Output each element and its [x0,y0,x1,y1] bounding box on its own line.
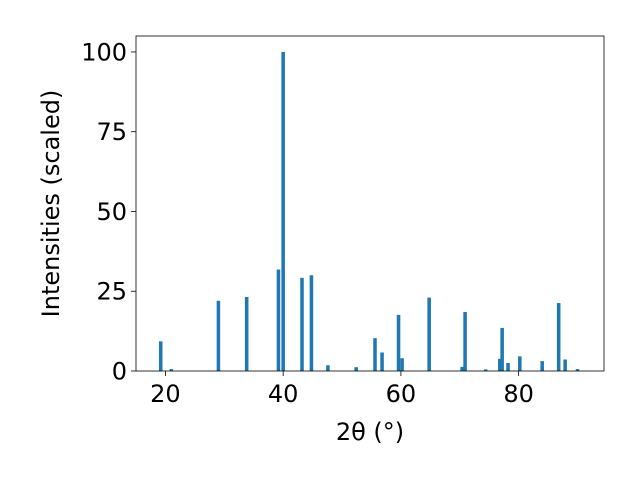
bar-7 [309,275,314,371]
bar-2 [216,300,221,371]
bar-17 [483,369,488,371]
bar-23 [556,303,561,371]
bar-8 [326,365,330,371]
bar-22 [540,361,544,371]
bar-18 [498,358,502,371]
bar-25 [575,369,580,371]
bar-16 [463,311,467,371]
bar-24 [563,359,567,371]
bar-21 [518,356,522,371]
x-tick-label-3: 80 [503,380,534,408]
x-tick-label-0: 20 [150,380,181,408]
x-tick-label-2: 60 [386,380,417,408]
y-tick-label-1: 25 [96,278,127,306]
bar-15 [460,366,464,371]
y-tick-label-2: 50 [96,198,127,226]
x-tick-label-1: 40 [268,380,299,408]
x-axis-label: 2θ (°) [336,418,404,446]
y-ticks: 0 25 50 75 100 [81,38,136,386]
bar-19 [500,327,504,371]
bar-0 [158,341,163,371]
y-tick-label-3: 75 [96,118,127,146]
bar-13 [400,358,404,371]
bar-5 [281,51,285,371]
bar-9 [354,367,358,371]
y-tick-label-0: 0 [112,358,127,386]
bar-10 [373,338,377,371]
bar-1 [169,369,174,371]
bars-layer [158,51,580,371]
x-ticks: 20 40 60 80 [150,371,534,408]
bar-11 [380,352,384,371]
y-axis-label: Intensities (scaled) [37,90,65,318]
bar-12 [396,314,401,371]
plot-frame [135,35,605,372]
bar-3 [244,296,249,371]
bar-6 [300,277,304,371]
y-tick-label-4: 100 [81,38,127,66]
bar-20 [506,363,510,371]
bar-14 [427,297,431,371]
bar-4 [276,269,281,371]
